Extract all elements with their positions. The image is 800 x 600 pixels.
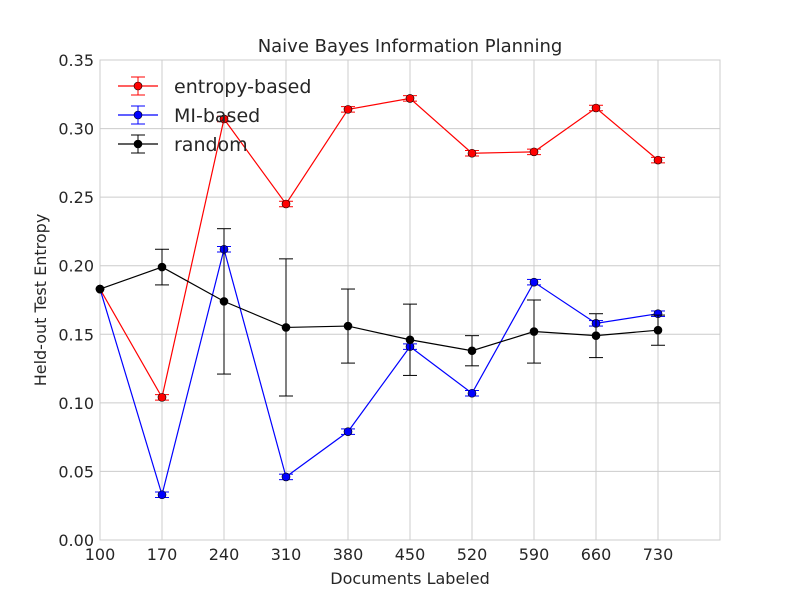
data-point [529,327,539,336]
series-MI-based [95,244,665,500]
x-tick-label: 100 [85,545,116,564]
series-line [99,266,659,352]
legend-label: MI-based [174,105,260,127]
series-layer [95,94,665,500]
y-tick-label: 0.25 [58,188,94,207]
data-point [281,323,291,332]
y-tick-label: 0.05 [58,462,94,481]
data-point [405,94,415,103]
plot-frame [99,59,721,541]
data-point [591,103,601,113]
y-tick-label: 0.30 [58,120,94,139]
data-point [343,427,353,436]
data-point [591,331,601,340]
data-point [529,147,539,157]
data-point [157,393,167,402]
data-point [405,335,415,345]
legend-item-MI-based: MI-based [118,105,260,127]
series-line [99,97,659,400]
legend-marker [133,139,143,149]
legend-item-random: random [118,134,248,156]
data-point [467,346,477,356]
legend-marker [133,81,143,91]
x-tick-label: 450 [395,545,426,564]
x-tick-label: 730 [643,545,674,564]
legend: entropy-based MI-based random [118,76,311,156]
y-tick-label: 0.15 [58,325,94,344]
legend-marker [133,110,143,120]
legend-item-entropy-based: entropy-based [118,76,311,98]
x-tick-label: 520 [457,545,488,564]
x-tick-label: 380 [333,545,364,564]
data-point [281,472,291,482]
data-point [653,155,663,165]
x-tick-label: 660 [581,545,612,564]
y-tick-label: 0.35 [58,51,94,70]
data-point [219,114,229,124]
data-point [467,388,477,398]
x-tick-label: 310 [271,545,302,564]
series-line [99,246,659,497]
data-point [157,262,167,272]
x-tick-label: 170 [147,545,178,564]
x-tick-label: 590 [519,545,550,564]
x-tick-label: 240 [209,545,240,564]
chart-title: Naive Bayes Information Planning [258,36,563,57]
data-point [653,325,663,335]
data-point [343,105,353,114]
data-point [219,297,229,306]
y-tick-label: 0.20 [58,257,94,276]
data-point [529,277,539,287]
data-point [95,284,105,294]
y-axis-label: Held-out Test Entropy [31,214,50,387]
data-point [343,321,353,331]
x-axis-label: Documents Labeled [330,569,489,588]
data-point [281,199,291,209]
tick-labels: 100 170 240 310 380 450 520 590 660 730 0.00 0.05 0.… [58,51,673,564]
data-point [157,490,167,500]
y-tick-label: 0.10 [58,394,94,413]
legend-label: entropy-based [174,76,311,98]
y-tick-label: 0.00 [58,531,94,550]
series-random [95,228,665,397]
legend-label: random [174,134,248,156]
data-point [467,148,477,158]
